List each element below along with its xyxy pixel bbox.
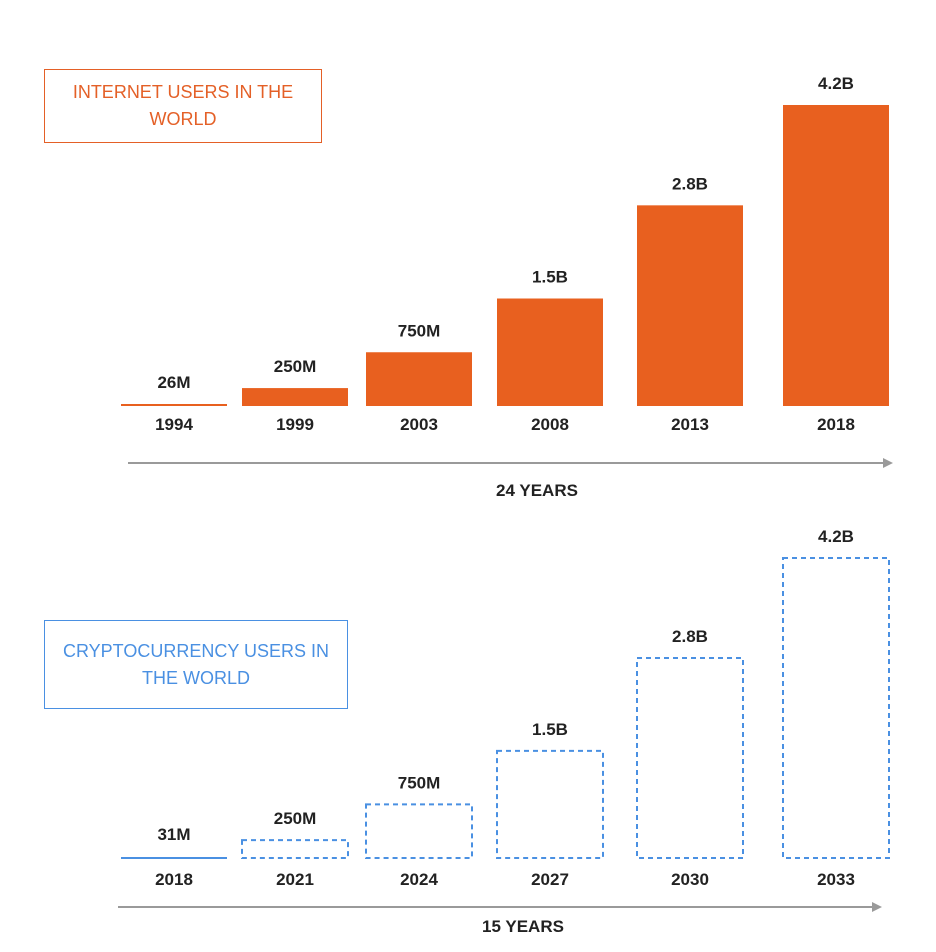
internet-category-label: 1999: [276, 415, 314, 434]
crypto-value-label: 250M: [274, 809, 317, 828]
internet-bar: [242, 388, 348, 406]
internet-bar: [497, 298, 603, 406]
internet-arrowhead-icon: [883, 458, 893, 468]
internet-span-label: 24 YEARS: [496, 481, 578, 500]
internet-value-label: 250M: [274, 357, 317, 376]
internet-value-label: 4.2B: [818, 74, 854, 93]
internet-bar: [121, 404, 227, 406]
internet-users-title: INTERNET USERS IN THE WORLD: [44, 69, 322, 143]
crypto-users-title: CRYPTOCURRENCY USERS IN THE WORLD: [44, 620, 348, 709]
crypto-value-label: 2.8B: [672, 627, 708, 646]
crypto-span-label: 15 YEARS: [482, 917, 564, 936]
crypto-category-label: 2030: [671, 870, 709, 889]
internet-value-label: 2.8B: [672, 174, 708, 193]
crypto-value-label: 4.2B: [818, 527, 854, 546]
internet-category-label: 2008: [531, 415, 569, 434]
crypto-category-label: 2033: [817, 870, 855, 889]
crypto-bar: [636, 657, 744, 859]
internet-value-label: 26M: [157, 373, 190, 392]
crypto-value-label: 31M: [157, 825, 190, 844]
crypto-value-label: 1.5B: [532, 720, 568, 739]
crypto-bar: [241, 839, 349, 860]
crypto-value-label: 750M: [398, 773, 441, 792]
crypto-arrowhead-icon: [872, 902, 882, 912]
crypto-bar: [782, 557, 890, 859]
internet-bar: [366, 352, 472, 406]
crypto-category-label: 2021: [276, 870, 314, 889]
internet-category-label: 2003: [400, 415, 438, 434]
internet-bar: [783, 105, 889, 406]
crypto-category-label: 2024: [400, 870, 438, 889]
internet-bar: [637, 205, 743, 406]
crypto-category-label: 2027: [531, 870, 569, 889]
internet-category-label: 1994: [155, 415, 193, 434]
crypto-category-label: 2018: [155, 870, 193, 889]
internet-category-label: 2013: [671, 415, 709, 434]
crypto-bar: [496, 749, 604, 859]
internet-value-label: 750M: [398, 321, 441, 340]
internet-value-label: 1.5B: [532, 268, 568, 287]
internet-category-label: 2018: [817, 415, 855, 434]
crypto-bar: [365, 803, 473, 860]
